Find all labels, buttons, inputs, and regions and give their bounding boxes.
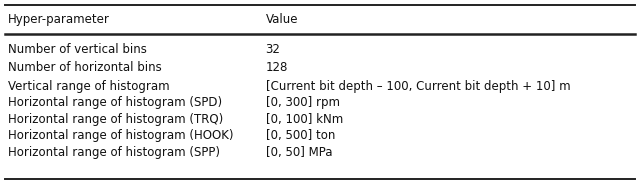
Text: Vertical range of histogram: Vertical range of histogram bbox=[8, 80, 170, 92]
Text: Horizontal range of histogram (SPD): Horizontal range of histogram (SPD) bbox=[8, 96, 222, 109]
Text: Number of vertical bins: Number of vertical bins bbox=[8, 43, 147, 56]
Text: Horizontal range of histogram (SPP): Horizontal range of histogram (SPP) bbox=[8, 146, 220, 159]
Text: Hyper-parameter: Hyper-parameter bbox=[8, 13, 109, 26]
Text: [0, 50] MPa: [0, 50] MPa bbox=[266, 146, 332, 159]
Text: [0, 100] kNm: [0, 100] kNm bbox=[266, 113, 343, 126]
Text: 128: 128 bbox=[266, 61, 288, 74]
Text: 32: 32 bbox=[266, 43, 280, 56]
Text: Horizontal range of histogram (TRQ): Horizontal range of histogram (TRQ) bbox=[8, 113, 223, 126]
Text: [0, 300] rpm: [0, 300] rpm bbox=[266, 96, 340, 109]
Text: Horizontal range of histogram (HOOK): Horizontal range of histogram (HOOK) bbox=[8, 130, 233, 142]
Text: Value: Value bbox=[266, 13, 298, 26]
Text: [0, 500] ton: [0, 500] ton bbox=[266, 130, 335, 142]
Text: [Current bit depth – 100, Current bit depth + 10] m: [Current bit depth – 100, Current bit de… bbox=[266, 80, 570, 92]
Text: Number of horizontal bins: Number of horizontal bins bbox=[8, 61, 161, 74]
